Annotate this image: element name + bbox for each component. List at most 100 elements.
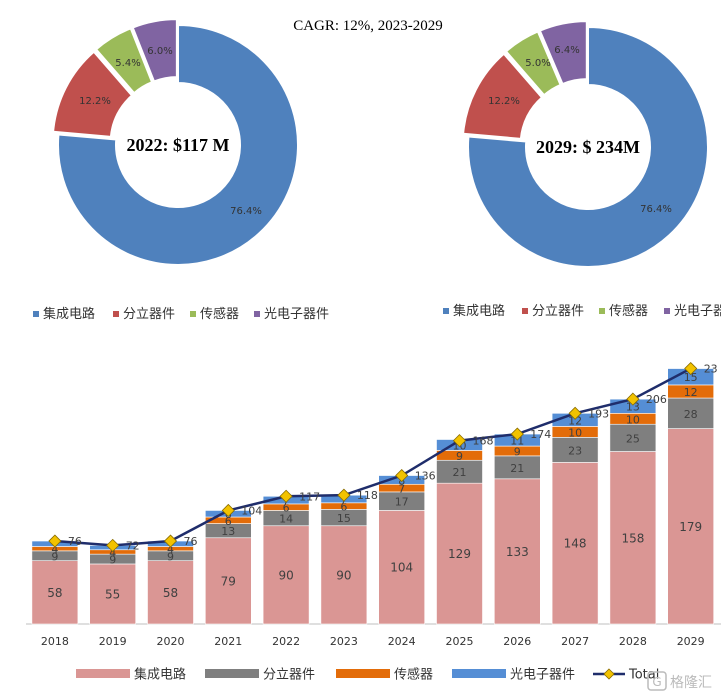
bar-segment (147, 560, 194, 625)
legend-swatch (664, 308, 670, 314)
total-value-label: 193 (588, 407, 609, 420)
total-value-label: 72 (126, 539, 140, 552)
total-value-label: 168 (473, 435, 494, 448)
x-tick-label: 2023 (330, 635, 358, 648)
pie-slice (131, 18, 178, 83)
bar-segment (205, 537, 252, 625)
bar-segment-label: 55 (105, 587, 120, 601)
pie-chart-2022: 76.4% 12.2% 5.4% 6.0% 2022: $117 M (52, 18, 299, 266)
bar-segment-label: 12 (568, 414, 582, 427)
legend-label: 集成电路 (453, 303, 505, 319)
bar-segment-label: 14 (279, 513, 293, 526)
total-value-label: 118 (357, 489, 378, 502)
legend-label: 传感器 (394, 667, 433, 683)
legend-label: 光电子器件 (510, 668, 575, 683)
legend-label: 分立器件 (532, 304, 584, 319)
bar-segment-label: 9 (109, 554, 116, 567)
pie-slice-label: 5.0% (525, 58, 550, 69)
legend-label: 传感器 (200, 306, 239, 322)
bar-segment-label: 15 (337, 512, 351, 525)
bar-segment-label: 9 (514, 445, 521, 458)
total-line (54, 367, 692, 547)
legend-swatch (205, 669, 259, 678)
total-point (163, 534, 178, 548)
total-point (626, 392, 640, 406)
pie-slice-label: 5.4% (115, 58, 140, 69)
legend-swatch (599, 308, 605, 314)
bar-segment (31, 560, 79, 625)
bar-segment-label: 17 (395, 496, 409, 509)
total-value-label: 76 (68, 535, 82, 548)
total-point (337, 488, 351, 502)
total-value-label: 206 (646, 393, 667, 406)
bar-segment-label: 12 (684, 386, 698, 399)
bar-segment-label: 179 (679, 520, 702, 534)
legend-label: 光电子器件 (264, 307, 329, 322)
total-point (684, 361, 698, 376)
bar-segment-label: 7 (398, 483, 405, 496)
bar-segment-label: 79 (221, 574, 236, 588)
total-point (221, 503, 235, 518)
stacked-bar-chart: 5894201855942019589420207913662021901467… (26, 361, 721, 648)
bar-segment-label: 25 (626, 432, 640, 445)
bar-segment (436, 482, 483, 625)
bar-segment-label: 23 (568, 444, 582, 457)
watermark-logo-glyph: G (652, 675, 661, 689)
bar-segment-label: 21 (510, 462, 524, 475)
legend-swatch (254, 311, 260, 317)
bar-segment-label: 6 (340, 501, 347, 514)
legend-label: 分立器件 (123, 307, 175, 322)
pie-slice-label: 76.4% (230, 206, 262, 217)
pie-slice (467, 25, 709, 268)
legend-swatch (113, 311, 119, 317)
bar-segment-label: 58 (47, 586, 62, 600)
x-tick-label: 2020 (157, 635, 185, 648)
x-tick-label: 2024 (388, 635, 416, 648)
bar-segment-label: 15 (684, 371, 698, 384)
pie-slice (462, 52, 544, 140)
bar-segment-label: 11 (510, 435, 524, 448)
bar-segment (320, 525, 368, 625)
legend-swatch (190, 311, 196, 317)
legend-swatch (76, 669, 130, 678)
bar-segment-label: 4 (167, 543, 174, 556)
pie-slice-label: 12.2% (488, 96, 520, 107)
x-tick-label: 2028 (619, 635, 647, 648)
total-value-label: 23 (704, 363, 718, 376)
bar-segment (551, 437, 599, 463)
total-point (568, 406, 582, 420)
bar-segment (609, 423, 657, 452)
bar-segment-label: 13 (221, 525, 235, 538)
bar-segment-label: 58 (163, 586, 178, 600)
bar-segment (89, 563, 136, 625)
legend-label: 集成电路 (134, 667, 186, 683)
x-tick-label: 2018 (41, 635, 69, 648)
legend-label: 光电子器件 (674, 304, 721, 319)
x-tick-label: 2029 (677, 635, 705, 648)
watermark-logo-box (647, 671, 667, 691)
legend-label: 集成电路 (43, 306, 95, 322)
pie-legend-2029: 集成电路 分立器件 传感器 光电子器件 (443, 303, 721, 319)
bar-segment-label: 28 (684, 408, 698, 421)
pie-slice (94, 27, 154, 95)
pie-center-label: 2029: $ 234M (536, 137, 640, 157)
bar-segment (667, 397, 715, 429)
x-tick-label: 2025 (446, 635, 474, 648)
x-tick-label: 2019 (99, 635, 127, 648)
bar-segment (493, 478, 541, 625)
bar-segment-label: 133 (506, 545, 529, 559)
pie-slice (504, 30, 562, 97)
bar-segment-label: 6 (225, 515, 232, 528)
legend-swatch (336, 669, 390, 678)
total-value-label: 104 (241, 504, 262, 517)
pie-center-label: 2022: $117 M (127, 135, 230, 155)
total-point (279, 489, 293, 503)
total-point (395, 468, 409, 483)
bar-segment-label: 13 (626, 401, 640, 414)
bar-segment (609, 451, 657, 625)
bar-segment (551, 462, 599, 625)
total-point (452, 434, 467, 448)
legend-swatch (522, 308, 528, 314)
pie-slice (538, 20, 588, 86)
pie-chart-2029: 76.4% 12.2% 5.0% 6.4% 2029: $ 234M (462, 20, 709, 268)
